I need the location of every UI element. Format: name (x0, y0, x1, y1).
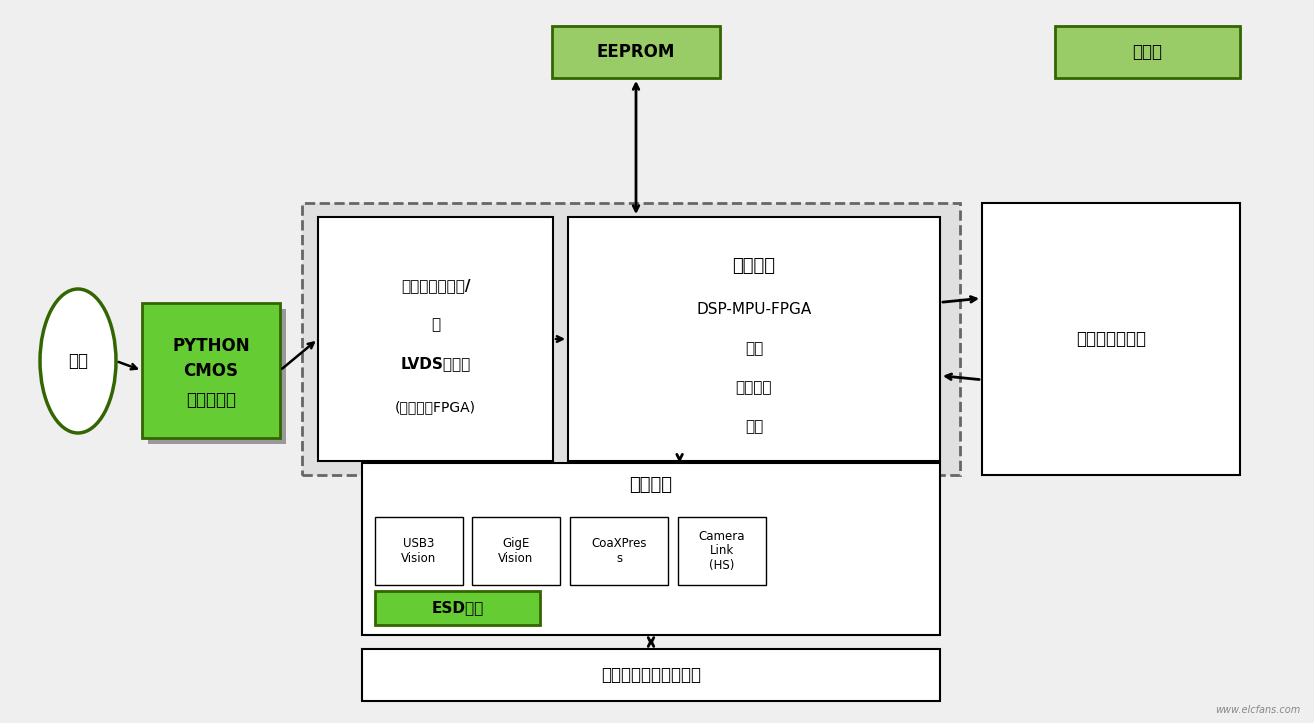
Bar (374, 591, 540, 625)
Bar (570, 517, 668, 585)
Text: (通常采用FPGA): (通常采用FPGA) (396, 401, 476, 414)
Text: www.elcfans.com: www.elcfans.com (1214, 705, 1300, 715)
Text: 视频接口: 视频接口 (629, 476, 673, 494)
Text: 图像处理: 图像处理 (736, 380, 773, 395)
Text: 板电源: 板电源 (1133, 43, 1163, 61)
Text: 镜头: 镜头 (68, 352, 88, 370)
Bar (568, 217, 940, 461)
Bar (982, 203, 1240, 475)
Text: DSP-MPU-FPGA: DSP-MPU-FPGA (696, 302, 812, 317)
Text: USB3
Vision: USB3 Vision (401, 537, 436, 565)
Text: GigE
Vision: GigE Vision (498, 537, 533, 565)
Bar (472, 517, 560, 585)
Bar (148, 309, 286, 444)
Text: 图像传感器接口/: 图像传感器接口/ (401, 278, 470, 293)
Bar (302, 203, 961, 475)
Text: 分析: 分析 (745, 341, 763, 356)
Bar (1055, 26, 1240, 78)
Bar (678, 517, 766, 585)
Text: 高速存储器接口: 高速存储器接口 (1076, 330, 1146, 348)
Bar (318, 217, 553, 461)
Text: 编码: 编码 (745, 419, 763, 435)
Text: EEPROM: EEPROM (597, 43, 675, 61)
Bar (552, 26, 720, 78)
Text: 桥: 桥 (431, 317, 440, 332)
Text: Camera
Link
(HS): Camera Link (HS) (699, 529, 745, 573)
Ellipse shape (39, 289, 116, 433)
Bar (374, 517, 463, 585)
Text: PYTHON: PYTHON (172, 337, 250, 355)
Text: 图像传感器: 图像传感器 (187, 391, 237, 409)
Text: 捕获引擎: 捕获引擎 (732, 257, 775, 275)
Text: CMOS: CMOS (184, 362, 239, 380)
Text: CoaXPres
s: CoaXPres s (591, 537, 646, 565)
Bar (361, 463, 940, 635)
Bar (142, 303, 280, 438)
Text: 主机计算机捕获和控制: 主机计算机捕获和控制 (600, 666, 700, 684)
Text: LVDS或并行: LVDS或并行 (401, 356, 470, 371)
Bar (361, 649, 940, 701)
Text: ESD保护: ESD保护 (431, 601, 484, 615)
